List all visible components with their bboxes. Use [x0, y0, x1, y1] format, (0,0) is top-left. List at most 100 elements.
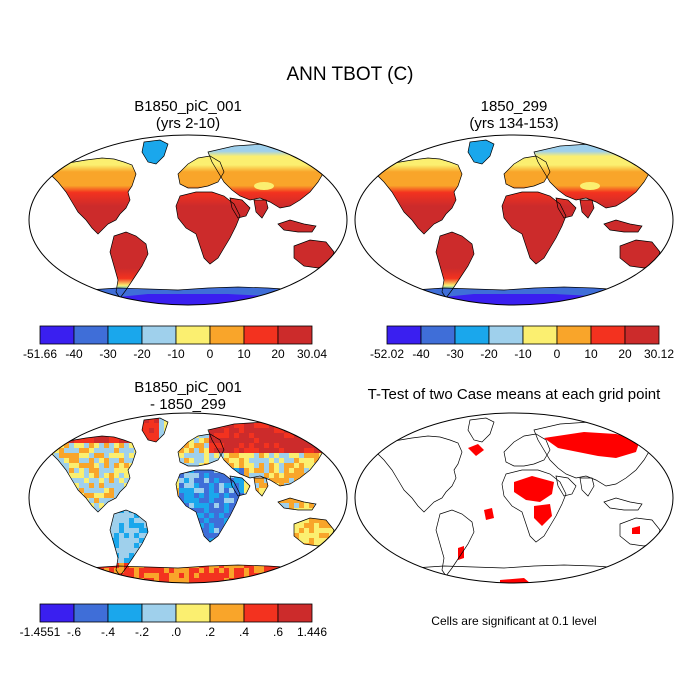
- diff-cell: [79, 578, 85, 583]
- diff-cell: [204, 443, 210, 449]
- diff-cell: [224, 508, 230, 514]
- diff-cell: [179, 453, 185, 459]
- colorbar-swatch: [277, 325, 313, 345]
- south-america-land: [436, 232, 474, 298]
- diff-cell: [309, 568, 315, 574]
- diff-cell: [184, 483, 190, 489]
- diff-cell: [94, 468, 100, 474]
- diff-cell: [289, 563, 295, 569]
- diff-cell: [239, 428, 245, 434]
- diff-cell: [339, 533, 345, 539]
- diff-cell: [289, 478, 295, 484]
- diff-cell: [209, 508, 215, 514]
- diff-cell: [324, 578, 330, 583]
- diff-cell: [199, 433, 205, 439]
- diff-cell: [344, 418, 348, 424]
- diff-cell: [74, 423, 80, 429]
- diff-cell: [269, 473, 275, 479]
- diff-cell: [289, 503, 295, 509]
- diff-cell: [119, 523, 125, 529]
- diff-cell: [134, 568, 140, 574]
- diff-cell: [59, 558, 65, 564]
- diff-cell: [64, 423, 70, 429]
- diff-cell: [284, 478, 290, 484]
- colorbar-swatch: [243, 325, 279, 345]
- diff-cell: [344, 578, 348, 584]
- diff-cell: [249, 438, 255, 444]
- diff-cell: [49, 443, 55, 449]
- colorbar-swatch: [107, 325, 143, 345]
- diff-cell: [299, 443, 305, 449]
- diff-cell: [39, 433, 45, 439]
- diff-cell: [129, 543, 135, 549]
- diff-cell: [179, 488, 185, 494]
- diff-cell: [284, 578, 290, 583]
- diff-cell: [334, 428, 338, 434]
- diff-cell: [64, 573, 70, 579]
- diff-cell: [229, 438, 235, 444]
- diff-cell: [324, 543, 330, 549]
- diff-cell: [264, 438, 270, 444]
- diff-cell: [279, 473, 285, 479]
- diff-cell: [234, 423, 240, 429]
- diff-cell: [79, 568, 85, 574]
- diff-cell: [89, 458, 95, 464]
- globe-border: [354, 134, 674, 306]
- diff-cell: [129, 573, 135, 579]
- diff-cell: [94, 483, 100, 489]
- diff-cell: [84, 463, 90, 469]
- north-america-land: [376, 158, 462, 234]
- diff-cell: [289, 438, 295, 444]
- diff-cell: [204, 458, 210, 464]
- diff-cell: [299, 418, 305, 424]
- diff-cell: [254, 433, 260, 439]
- diff-cell: [304, 518, 310, 524]
- diff-cell: [46, 418, 50, 424]
- diff-cell: [264, 468, 270, 474]
- diff-cell: [194, 498, 200, 504]
- diff-cell: [284, 423, 290, 429]
- diff-cell: [129, 528, 135, 534]
- diff-cell: [219, 433, 225, 439]
- diff-cell: [259, 463, 265, 469]
- diff-cell: [59, 563, 65, 569]
- diff-cell: [214, 498, 220, 504]
- diff-cell: [204, 503, 210, 509]
- diff-cell: [46, 433, 50, 439]
- diff-cell: [199, 498, 205, 504]
- diff-cell: [299, 503, 305, 509]
- diff-cell: [339, 448, 345, 454]
- diff-cell: [289, 463, 295, 469]
- diff-cell: [264, 443, 270, 449]
- diff-cell: [179, 473, 185, 479]
- diff-cell: [59, 568, 65, 574]
- diff-cell: [114, 463, 120, 469]
- significance-note: Cells are significant at 0.1 level: [431, 614, 597, 628]
- diff-cell: [309, 528, 315, 534]
- diff-cell: [94, 578, 100, 583]
- diff-cell: [319, 418, 325, 424]
- diff-cell: [259, 483, 265, 489]
- diff-cell: [294, 463, 300, 469]
- diff-cell: [209, 573, 215, 579]
- diff-cell: [84, 483, 90, 489]
- diff-cell: [99, 573, 105, 579]
- diff-cell: [254, 468, 260, 474]
- diff-cell: [74, 443, 80, 449]
- diff-cell: [49, 548, 55, 554]
- diff-cell: [119, 468, 125, 474]
- diff-cell: [284, 568, 290, 574]
- diff-cell: [304, 453, 310, 459]
- diff-cell: [29, 433, 35, 439]
- diff-cell: [49, 563, 55, 569]
- diff-cell: [279, 448, 285, 454]
- diff-cell: [29, 443, 35, 449]
- diff-cell: [139, 523, 145, 529]
- diff-cell: [299, 533, 305, 539]
- diff-cell: [274, 418, 280, 419]
- diff-cell: [49, 558, 55, 564]
- diff-cell: [204, 573, 210, 579]
- diff-cell: [279, 578, 285, 583]
- diff-cell: [214, 508, 220, 514]
- diff-cell: [269, 418, 275, 419]
